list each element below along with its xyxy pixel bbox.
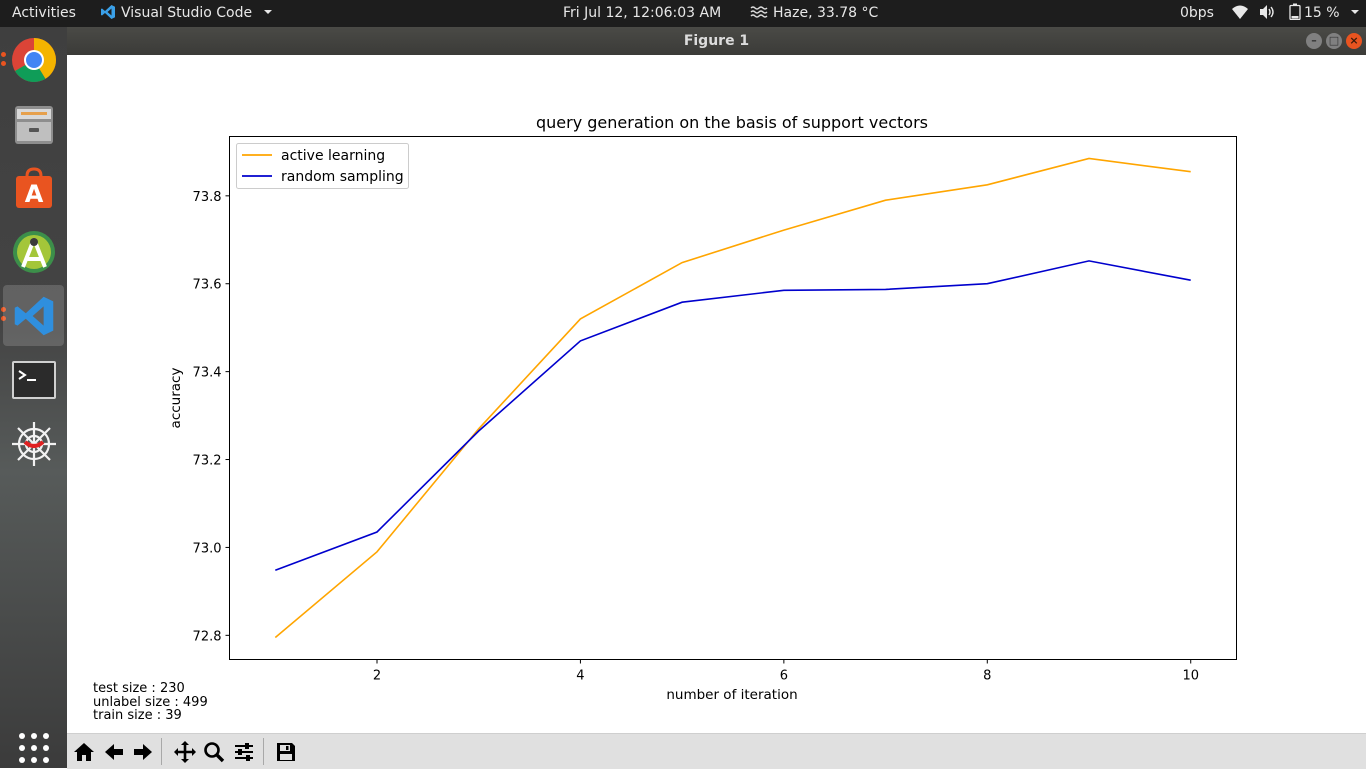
running-indicator [1, 307, 6, 312]
battery-indicator[interactable]: 15 % [1289, 0, 1360, 27]
x-tick-label: 2 [373, 669, 381, 684]
chevron-down-icon [1351, 10, 1360, 14]
vscode-small-icon [101, 5, 115, 19]
x-tick-label: 6 [780, 669, 788, 684]
x-axis-label: number of iteration [666, 687, 797, 703]
x-tick-label: 10 [1182, 669, 1199, 684]
axes-frame [229, 136, 1237, 660]
volume-icon[interactable] [1259, 0, 1277, 27]
y-tick-label: 73.2 [193, 454, 222, 469]
home-icon[interactable] [70, 737, 97, 766]
zoom-icon[interactable] [200, 737, 227, 766]
clock[interactable]: Fri Jul 12, 12:06:03 AM [563, 5, 722, 21]
back-arrow-icon[interactable] [100, 737, 127, 766]
accuracy-line-chart: query generation on the basis of support… [168, 113, 1237, 703]
running-indicator [1, 61, 6, 66]
files-icon[interactable] [3, 93, 64, 154]
app-menu[interactable]: Visual Studio Code [100, 0, 273, 27]
legend: active learning random sampling [236, 143, 409, 189]
chevron-down-icon [263, 10, 272, 14]
window-title: Figure 1 [683, 33, 750, 49]
y-tick-label: 73.0 [193, 541, 222, 556]
running-indicator [1, 52, 6, 57]
terminal-icon[interactable] [3, 349, 64, 410]
battery-text: 15 % [1304, 5, 1340, 21]
battery-icon [1289, 3, 1301, 21]
y-tick-label: 73.6 [193, 278, 222, 293]
activities-button[interactable]: Activities [12, 5, 76, 21]
maximize-button[interactable]: □ [1326, 33, 1342, 49]
running-indicator [1, 316, 6, 321]
software-center-icon[interactable]: A [3, 157, 64, 218]
spider-icon[interactable] [3, 413, 64, 474]
configure-icon[interactable] [230, 737, 257, 766]
svg-text:A: A [24, 180, 43, 208]
save-icon[interactable] [272, 737, 299, 766]
y-tick-label: 72.8 [193, 629, 222, 644]
app-name: Visual Studio Code [121, 5, 253, 21]
close-button[interactable]: × [1346, 33, 1362, 49]
y-tick-label: 73.8 [193, 190, 222, 205]
x-axis: 2 4 6 8 10 [373, 659, 1199, 684]
unlabel-size-text: unlabel size : 499 [93, 695, 208, 710]
minimize-button[interactable]: – [1306, 33, 1322, 49]
vscode-icon[interactable] [3, 285, 64, 346]
net-speed[interactable]: 0bps [1180, 5, 1214, 21]
weather-text: Haze, 33.78 °C [773, 5, 879, 21]
series-line-active-learning [274, 157, 1191, 639]
legend-label: random sampling [281, 169, 404, 185]
y-tick-label: 73.4 [193, 366, 222, 381]
toolbar-separator [263, 738, 264, 765]
figure-canvas[interactable]: query generation on the basis of support… [67, 55, 1366, 733]
app-grid-icon[interactable] [3, 717, 64, 778]
chart-title: query generation on the basis of support… [536, 113, 928, 132]
toolbar-separator [161, 738, 162, 765]
android-studio-icon[interactable] [3, 221, 64, 282]
legend-label: active learning [281, 148, 385, 164]
pan-icon[interactable] [171, 737, 198, 766]
test-size-text: test size : 230 [93, 681, 185, 696]
y-axis: 72.8 73.0 73.2 73.4 73.6 73.8 [193, 190, 230, 644]
plot-toolbar [67, 733, 1366, 769]
haze-icon [750, 6, 768, 18]
series-line-random-sampling [275, 260, 1191, 572]
dock: A [0, 27, 67, 768]
train-size-text: train size : 39 [93, 708, 182, 723]
window-titlebar[interactable]: Figure 1 – □ × [67, 27, 1366, 55]
top-bar: Activities Visual Studio Code Fri Jul 12… [0, 0, 1366, 27]
x-tick-label: 8 [983, 669, 991, 684]
legend-box [236, 143, 409, 189]
x-tick-label: 4 [576, 669, 584, 684]
y-axis-label: accuracy [168, 368, 184, 429]
weather-indicator[interactable]: Haze, 33.78 °C [750, 0, 878, 27]
chrome-icon[interactable] [3, 29, 64, 90]
forward-arrow-icon[interactable] [129, 737, 156, 766]
plot-series [274, 157, 1191, 639]
wifi-icon[interactable] [1231, 0, 1249, 27]
